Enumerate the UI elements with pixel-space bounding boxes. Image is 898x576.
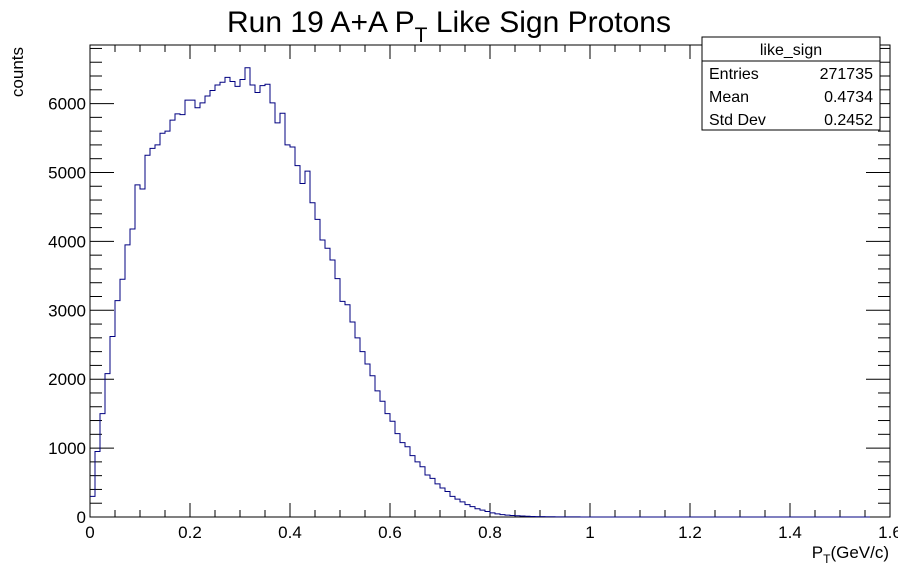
x-tick-label: 0.4	[278, 523, 302, 542]
x-tick-label: 0	[85, 523, 94, 542]
x-tick-labels: 0 0.2 0.4 0.6 0.8 1 1.2 1.4 1.6	[85, 523, 898, 542]
histogram-line	[90, 67, 870, 518]
y-tick-labels: 0 1000 2000 3000 4000 5000 6000	[48, 95, 86, 527]
x-tick-label: 1.6	[878, 523, 898, 542]
stats-value-mean: 0.4734	[824, 89, 873, 106]
chart-title: Run 19 A+A PT Like Sign Protons	[227, 6, 671, 47]
x-tick-label: 1.2	[678, 523, 702, 542]
y-tick-label: 2000	[48, 370, 86, 389]
x-tick-label: 0.8	[478, 523, 502, 542]
stats-box-title: like_sign	[760, 42, 822, 59]
y-tick-label: 4000	[48, 232, 86, 251]
x-tick-label: 0.6	[378, 523, 402, 542]
y-tick-label: 0	[77, 508, 86, 527]
x-tick-label: 1	[585, 523, 594, 542]
axis-ticks	[89, 45, 891, 518]
stats-label-stddev: Std Dev	[709, 112, 766, 129]
y-tick-label: 1000	[48, 439, 86, 458]
stats-box: like_sign Entries 271735 Mean 0.4734 Std…	[701, 36, 881, 131]
stats-value-entries: 271735	[820, 66, 873, 83]
y-tick-label: 5000	[48, 163, 86, 182]
y-tick-label: 3000	[48, 301, 86, 320]
y-axis-label: counts	[8, 47, 27, 97]
stats-label-entries: Entries	[709, 66, 759, 83]
stats-value-stddev: 0.2452	[824, 112, 873, 129]
stats-label-mean: Mean	[709, 89, 749, 106]
x-tick-label: 1.4	[778, 523, 802, 542]
y-tick-label: 6000	[48, 95, 86, 114]
x-tick-label: 0.2	[178, 523, 202, 542]
x-axis-label: PT(GeV/c)	[812, 543, 889, 566]
